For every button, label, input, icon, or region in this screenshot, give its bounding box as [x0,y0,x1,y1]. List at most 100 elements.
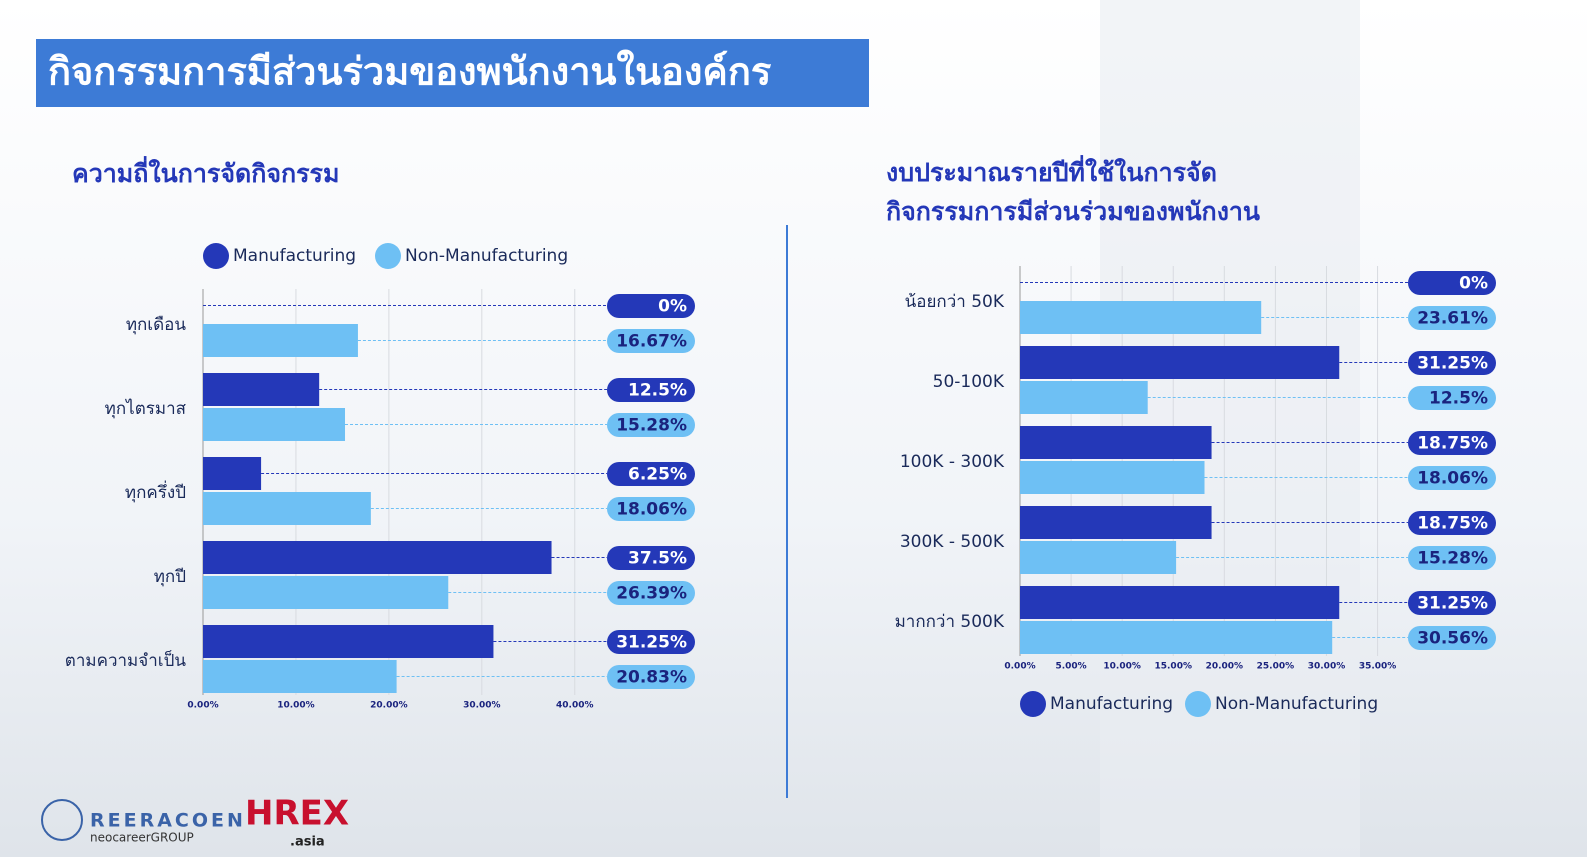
bar [1020,621,1333,654]
value-label: 16.67% [616,332,687,352]
value-label-pill [1408,626,1496,650]
bar [1020,461,1205,494]
value-label: 18.06% [616,500,687,520]
y-tick-label: มากกว่า 500K [895,612,1005,632]
y-tick-label: ทุกไตรมาส [105,398,187,419]
value-label: 26.39% [616,584,687,604]
bar [203,492,371,525]
value-label-pill [607,462,695,486]
bar [1020,381,1148,414]
logo-icon [41,799,83,841]
value-label: 12.5% [628,381,687,401]
value-label: 30.56% [1417,629,1488,649]
value-label-pill [607,497,695,521]
y-tick-label: ทุกครึ่งปี [125,480,186,503]
bar [1020,541,1177,574]
value-label-pill [607,329,695,353]
value-label-pill [1408,306,1496,330]
bar [1020,426,1212,459]
legend-label: Non-Manufacturing [405,246,568,266]
x-tick-label: 15.00% [1154,662,1192,672]
legend-swatch [203,243,229,269]
x-tick-label: 40.00% [556,701,594,711]
value-label-pill [607,546,695,570]
value-label-pill [607,413,695,437]
chart-title: ความถี่ในการจัดกิจกรรม [72,156,339,188]
bar [203,625,494,658]
x-tick-label: 35.00% [1359,662,1397,672]
value-label: 12.5% [1429,389,1488,409]
legend-label: Non-Manufacturing [1215,694,1378,714]
value-label: 31.25% [616,633,687,653]
bar [203,541,552,574]
value-label-pill [1408,431,1496,455]
value-label-pill [1408,386,1496,410]
y-tick-label: น้อยกว่า 50K [905,292,1005,312]
value-label-pill [1408,271,1496,295]
y-tick-label: 50-100K [933,372,1005,392]
value-label: 18.75% [1417,434,1488,454]
bar [1020,346,1340,379]
value-label: 18.06% [1417,469,1488,489]
x-tick-label: 30.00% [463,701,501,711]
x-tick-label: 10.00% [277,701,315,711]
chart-title: กิจกรรมการมีส่วนร่วมของพนักงาน [886,197,1260,226]
header-box [36,39,869,107]
bar [1020,586,1340,619]
value-label-pill [607,581,695,605]
x-tick-label: 30.00% [1308,662,1346,672]
value-label: 31.25% [1417,354,1488,374]
value-label: 20.83% [616,668,687,688]
x-tick-label: 0.00% [1004,662,1035,672]
slide-title: กิจกรรมการมีส่วนร่วมของพนักงานในองค์กร [48,50,772,94]
x-tick-label: 20.00% [370,701,408,711]
value-label: 0% [658,297,687,317]
value-label-pill [1408,351,1496,375]
logo-text: .asia [290,835,325,850]
value-label-pill [1408,546,1496,570]
y-tick-label: ทุกเดือน [126,315,187,335]
x-tick-label: 20.00% [1206,662,1244,672]
bar [203,576,449,609]
bar [1020,506,1212,539]
chart-title: งบประมาณรายปีที่ใช้ในการจัด [886,155,1217,187]
value-label: 18.75% [1417,514,1488,534]
value-label-pill [607,630,695,654]
value-label: 31.25% [1417,594,1488,614]
x-tick-label: 25.00% [1257,662,1295,672]
bar [1020,301,1262,334]
value-label-pill [607,378,695,402]
y-tick-label: ทุกปี [154,567,186,587]
value-label: 0% [1459,274,1488,294]
value-label-pill [607,665,695,689]
bar [203,408,346,441]
legend-swatch [1020,691,1046,717]
logo-text: neocareerGROUP [90,831,194,845]
value-label-pill [1408,511,1496,535]
y-tick-label: 300K - 500K [900,532,1005,552]
value-label: 15.28% [1417,549,1488,569]
y-tick-label: 100K - 300K [900,452,1005,472]
value-label: 23.61% [1417,309,1488,329]
value-label: 15.28% [616,416,687,436]
bar [203,373,320,406]
bar [203,457,262,490]
x-tick-label: 5.00% [1055,662,1086,672]
x-tick-label: 10.00% [1103,662,1141,672]
bar [203,660,397,693]
y-tick-label: ตามความจำเป็น [65,649,187,671]
legend-swatch [1185,691,1211,717]
bar [203,324,358,357]
value-label-pill [1408,591,1496,615]
legend-label: Manufacturing [1050,694,1173,714]
value-label: 6.25% [628,465,687,485]
logo-text: HREX [245,794,349,834]
x-tick-label: 0.00% [187,701,218,711]
legend-swatch [375,243,401,269]
value-label: 37.5% [628,549,687,569]
legend-label: Manufacturing [233,246,356,266]
logo-text: REERACOEN [90,810,246,832]
value-label-pill [1408,466,1496,490]
value-label-pill [607,294,695,318]
